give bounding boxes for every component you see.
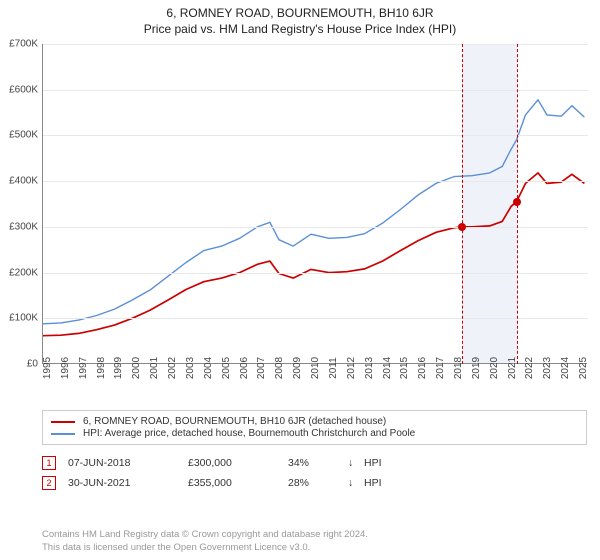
legend-swatch [51,433,75,435]
x-axis-label: 1995 [42,357,53,379]
sales-table: 1 07-JUN-2018£300,00034%↓HPI 2 30-JUN-2021£… [42,453,587,493]
sale-marker-dot [458,223,466,231]
x-axis-label: 2002 [167,357,178,379]
sale-comparison: HPI [364,457,382,469]
gridline [43,44,588,45]
chart-area: 12 £0£100K£200K£300K£400K£500K£600K£700K… [42,44,587,364]
y-axis-label: £700K [9,39,38,50]
series-line-property_price [43,173,584,336]
legend-item: HPI: Average price, detached house, Bour… [51,428,578,439]
x-axis-label: 2005 [221,357,232,379]
sale-row: 1 07-JUN-2018£300,00034%↓HPI [42,453,587,473]
chart-title-address: 6, ROMNEY ROAD, BOURNEMOUTH, BH10 6JR [0,6,600,20]
y-axis-label: £0 [27,359,38,370]
attribution-line-2: This data is licensed under the Open Gov… [42,542,368,554]
y-axis-label: £100K [9,313,38,324]
sale-marker-vertical [462,44,463,364]
x-axis-label: 2009 [292,357,303,379]
x-axis-label: 2000 [131,357,142,379]
x-axis-label: 2007 [256,357,267,379]
x-axis-label: 2020 [489,357,500,379]
sale-marker-dot [513,198,521,206]
plot-region: 12 [42,44,587,364]
gridline [43,318,588,319]
chart-title-subtitle: Price paid vs. HM Land Registry's House … [0,22,600,36]
legend-item: 6, ROMNEY ROAD, BOURNEMOUTH, BH10 6JR (d… [51,416,578,427]
y-axis-label: £400K [9,176,38,187]
x-axis-label: 2010 [310,357,321,379]
x-axis-label: 2013 [364,357,375,379]
gridline [43,273,588,274]
legend-swatch [51,421,75,423]
x-axis-label: 2017 [435,357,446,379]
x-axis-label: 2011 [328,357,339,379]
chart-lines-svg [43,44,588,364]
sale-date: 07-JUN-2018 [68,457,188,469]
x-axis-label: 2023 [542,357,553,379]
x-axis-label: 2024 [560,357,571,379]
legend-box: 6, ROMNEY ROAD, BOURNEMOUTH, BH10 6JR (d… [42,410,587,445]
sale-price: £355,000 [188,477,288,489]
sale-row-marker: 1 [42,456,56,470]
sale-row-marker: 2 [42,476,56,490]
x-axis-label: 2015 [399,357,410,379]
gridline [43,90,588,91]
down-arrow-icon: ↓ [348,457,364,469]
x-axis-label: 2021 [507,357,518,379]
x-axis-label: 2006 [239,357,250,379]
gridline [43,227,588,228]
chart-title-block: 6, ROMNEY ROAD, BOURNEMOUTH, BH10 6JR Pr… [0,0,600,36]
x-axis-label: 2012 [346,357,357,379]
x-axis-label: 2003 [185,357,196,379]
x-axis-label: 2018 [453,357,464,379]
legend-label: 6, ROMNEY ROAD, BOURNEMOUTH, BH10 6JR (d… [83,416,386,427]
y-axis-label: £500K [9,130,38,141]
sale-date: 30-JUN-2021 [68,477,188,489]
x-axis-label: 2008 [274,357,285,379]
x-axis-label: 2022 [524,357,535,379]
y-axis-label: £200K [9,267,38,278]
x-axis-label: 2014 [382,357,393,379]
sale-price: £300,000 [188,457,288,469]
x-axis-label: 1996 [60,357,71,379]
x-axis-label: 2019 [471,357,482,379]
x-axis-label: 2001 [149,357,160,379]
legend-and-sales: 6, ROMNEY ROAD, BOURNEMOUTH, BH10 6JR (d… [42,410,587,493]
x-axis-label: 2016 [417,357,428,379]
attribution-text: Contains HM Land Registry data © Crown c… [42,529,368,554]
gridline [43,135,588,136]
sale-pct: 28% [288,477,348,489]
gridline [43,181,588,182]
x-axis-label: 1999 [113,357,124,379]
series-line-hpi_index [43,100,584,324]
sale-comparison: HPI [364,477,382,489]
x-axis-label: 1997 [78,357,89,379]
x-axis-label: 2025 [578,357,589,379]
x-axis-label: 2004 [203,357,214,379]
y-axis-label: £600K [9,84,38,95]
sale-pct: 34% [288,457,348,469]
sale-row: 2 30-JUN-2021£355,00028%↓HPI [42,473,587,493]
y-axis-label: £300K [9,221,38,232]
x-axis-label: 1998 [96,357,107,379]
legend-label: HPI: Average price, detached house, Bour… [83,428,415,439]
attribution-line-1: Contains HM Land Registry data © Crown c… [42,529,368,541]
down-arrow-icon: ↓ [348,477,364,489]
